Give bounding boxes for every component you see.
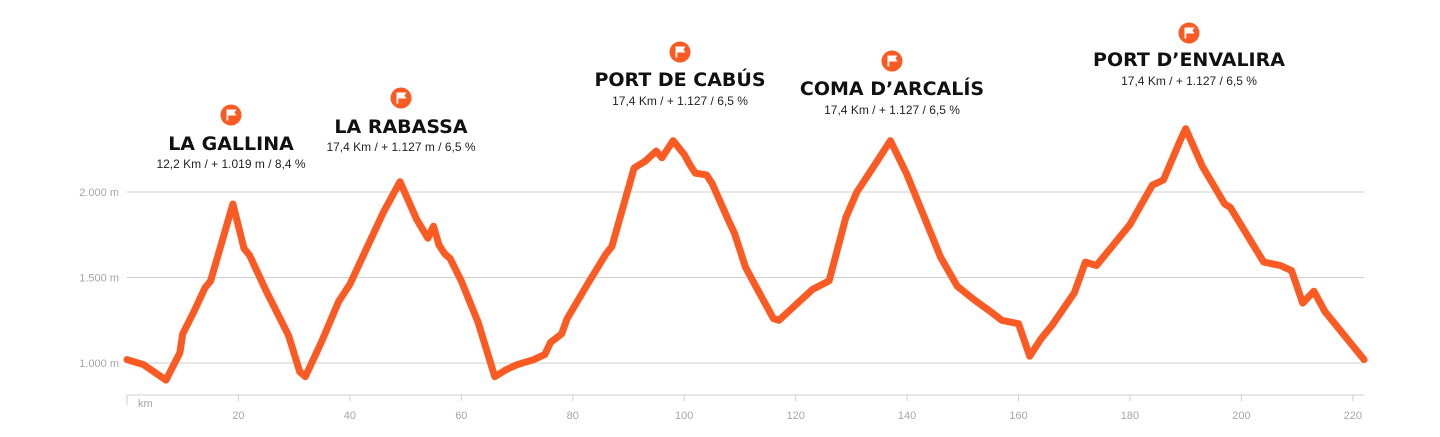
x-axis: km 20 40 60 80 100 120 140 160 180 200 220 bbox=[126, 394, 1364, 422]
peak-stats: 17,4 Km / + 1.127 / 6,5 % bbox=[612, 94, 748, 108]
y-tick-label: 2.000 m bbox=[79, 187, 119, 199]
flag-icon bbox=[220, 104, 242, 126]
x-tick-label: 200 bbox=[1232, 410, 1250, 422]
grid-lines bbox=[127, 191, 1364, 364]
flag-icon bbox=[1178, 22, 1200, 44]
x-tick-label: 220 bbox=[1344, 410, 1362, 422]
peak-name: PORT DE CABÚS bbox=[594, 67, 765, 91]
x-tick-label: 180 bbox=[1121, 410, 1139, 422]
x-tick-label: 40 bbox=[344, 410, 356, 422]
elevation-series bbox=[123, 125, 1368, 384]
y-tick-label: 1.000 m bbox=[79, 358, 119, 370]
flag-icon bbox=[390, 87, 412, 109]
peak-name: COMA D’ARCALÍS bbox=[800, 77, 984, 100]
peak-stats: 17,4 Km / + 1.127 / 6,5 % bbox=[1121, 74, 1257, 88]
peak-stats: 12,2 Km / + 1.019 m / 8,4 % bbox=[156, 157, 305, 171]
x-tick-label: 20 bbox=[232, 410, 244, 422]
flag-icon bbox=[669, 41, 691, 63]
x-axis-unit-label: km bbox=[138, 398, 153, 410]
elevation-line bbox=[123, 125, 1368, 384]
peak-name: LA GALLINA bbox=[168, 133, 294, 155]
y-tick-label: 1.500 m bbox=[79, 273, 119, 285]
peak-stats: 17,4 Km / + 1.127 m / 6,5 % bbox=[326, 140, 475, 154]
peak-2: PORT DE CABÚS 17,4 Km / + 1.127 / 6,5 % bbox=[594, 41, 766, 108]
x-tick-label: 140 bbox=[898, 410, 916, 422]
x-tick-label: 80 bbox=[567, 410, 579, 422]
x-tick-label: 120 bbox=[786, 410, 804, 422]
x-tick-label: 160 bbox=[1009, 410, 1027, 422]
peak-3: COMA D’ARCALÍS 17,4 Km / + 1.127 / 6,5 % bbox=[800, 50, 984, 117]
y-axis-ticks: 1.000 m 1.500 m 2.000 m bbox=[79, 187, 119, 370]
x-tick-label: 60 bbox=[455, 410, 467, 422]
peak-stats: 17,4 Km / + 1.127 / 6,5 % bbox=[824, 103, 960, 117]
peak-4: PORT D’ENVALIRA 17,4 Km / + 1.127 / 6,5 % bbox=[1093, 22, 1285, 88]
x-tick-label: 100 bbox=[675, 410, 693, 422]
flag-icon bbox=[881, 50, 903, 72]
peak-1: LA RABASSA 17,4 Km / + 1.127 m / 6,5 % bbox=[326, 87, 476, 154]
peak-0: LA GALLINA 12,2 Km / + 1.019 m / 8,4 % bbox=[156, 104, 306, 171]
peak-name: PORT D’ENVALIRA bbox=[1093, 49, 1285, 71]
peak-name: LA RABASSA bbox=[334, 116, 467, 138]
